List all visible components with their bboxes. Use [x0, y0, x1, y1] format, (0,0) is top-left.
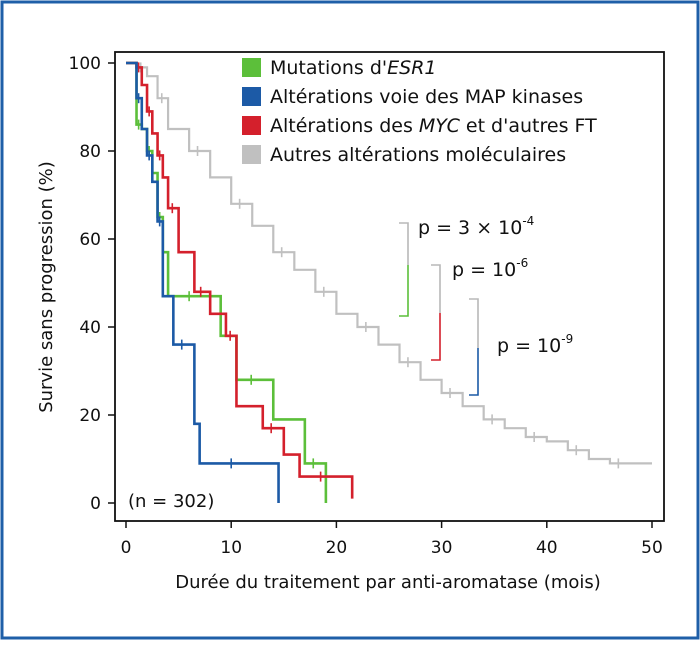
sample-size-annotation: (n = 302)	[128, 491, 214, 512]
p-value-text: p = 10	[497, 335, 561, 357]
legend-swatch	[242, 87, 261, 106]
legend-label: Autres altérations moléculaires	[270, 144, 566, 166]
y-axis: 0 20 40 60 80 100	[69, 54, 115, 514]
x-tick-label: 10	[220, 538, 242, 558]
p-bracket-bottom	[431, 313, 441, 361]
p-value-text: p = 3 × 10	[418, 217, 522, 239]
p-value-label: p = 3 × 10-4	[418, 214, 534, 239]
x-tick-label: 30	[431, 538, 453, 558]
p-bracket-bottom	[399, 265, 409, 317]
y-tick-label: 20	[79, 406, 101, 426]
y-axis-title: Survie sans progression (%)	[36, 161, 57, 413]
legend-label-italic: MYC	[419, 115, 461, 137]
p-values: p = 3 × 10-4p = 10-6p = 10-9	[399, 214, 573, 396]
p-bracket-bottom	[469, 348, 479, 396]
legend-swatch	[242, 145, 261, 164]
legend-label-part: Autres altérations moléculaires	[270, 144, 566, 166]
legend-label: Altérations des MYC et d'autres FT	[270, 115, 597, 137]
p-value-label: p = 10-6	[452, 256, 528, 281]
x-tick-label: 0	[121, 538, 132, 558]
legend-label-italic: ESR1	[387, 57, 436, 79]
legend-label-part: Mutations d'	[270, 57, 387, 79]
series-line-2	[126, 61, 354, 499]
series-line-1	[126, 61, 280, 503]
p-value-exponent: -9	[561, 332, 573, 346]
y-tick-label: 40	[79, 318, 101, 338]
p-value-exponent: -4	[522, 214, 534, 228]
x-axis-title: Durée du traitement par anti-aromatase (…	[175, 572, 601, 593]
p-value-exponent: -6	[516, 256, 528, 270]
p-bracket-top	[469, 298, 479, 348]
p-bracket-top	[399, 222, 409, 265]
legend-swatch	[242, 58, 261, 77]
legend-label-part: et d'autres FT	[460, 115, 597, 137]
p-bracket-top	[431, 264, 441, 313]
plot-frame	[114, 51, 665, 522]
series-line-3	[126, 61, 652, 465]
legend-label-part: Altérations des	[270, 115, 419, 137]
x-tick-label: 50	[641, 538, 663, 558]
legend-label: Altérations voie des MAP kinases	[270, 86, 583, 108]
p-value-label: p = 10-9	[497, 332, 573, 357]
legend: Mutations d'ESR1 Altérations voie des MAP…	[242, 57, 597, 166]
x-axis: 0 10 20 30 40 50	[121, 521, 663, 558]
y-tick-label: 100	[69, 54, 101, 74]
series-layer	[126, 61, 652, 503]
x-tick-label: 40	[536, 538, 558, 558]
x-tick-label: 20	[326, 538, 348, 558]
legend-label-part: Altérations voie des MAP kinases	[270, 86, 583, 108]
y-tick-label: 60	[79, 230, 101, 250]
y-tick-label: 0	[90, 494, 101, 514]
legend-swatch	[242, 116, 261, 135]
legend-label: Mutations d'ESR1	[270, 57, 437, 79]
p-value-text: p = 10	[452, 259, 516, 281]
y-tick-label: 80	[79, 142, 101, 162]
